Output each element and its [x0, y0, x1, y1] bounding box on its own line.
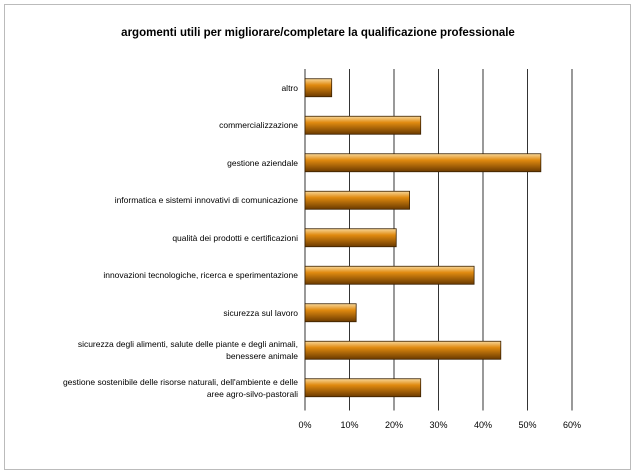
x-tick-label: 50%: [518, 420, 536, 430]
bar: [304, 378, 422, 398]
x-tick-label: 30%: [429, 420, 447, 430]
y-tick-label: gestione sostenibile delle risorse natur…: [62, 376, 298, 399]
bar: [304, 303, 357, 323]
x-tick-label: 0%: [298, 420, 311, 430]
y-tick-label: altro: [281, 82, 298, 93]
bar: [304, 190, 410, 210]
y-tick-label: qualità dei prodotti e certificazioni: [172, 232, 298, 243]
bar: [304, 153, 542, 173]
y-tick-label: gestione aziendale: [227, 157, 298, 168]
y-tick-label: innovazioni tecnologiche, ricerca e sper…: [103, 270, 298, 281]
bar: [304, 265, 475, 285]
y-tick-label: sicurezza degli alimenti, salute delle p…: [77, 339, 298, 362]
chart-title: argomenti utili per migliorare/completar…: [121, 27, 515, 39]
x-tick-label: 40%: [474, 420, 492, 430]
bar: [304, 115, 422, 135]
x-tick-label: 60%: [563, 420, 581, 430]
bar: [304, 340, 502, 360]
bar: [304, 228, 397, 248]
bar: [304, 78, 333, 98]
x-tick-label: 20%: [385, 420, 403, 430]
y-tick-label: commercializzazione: [219, 120, 298, 131]
y-tick-label: informatica e sistemi innovativi di comu…: [114, 195, 298, 206]
x-tick-label: 10%: [340, 420, 358, 430]
y-tick-label: sicurezza sul lavoro: [223, 307, 298, 318]
